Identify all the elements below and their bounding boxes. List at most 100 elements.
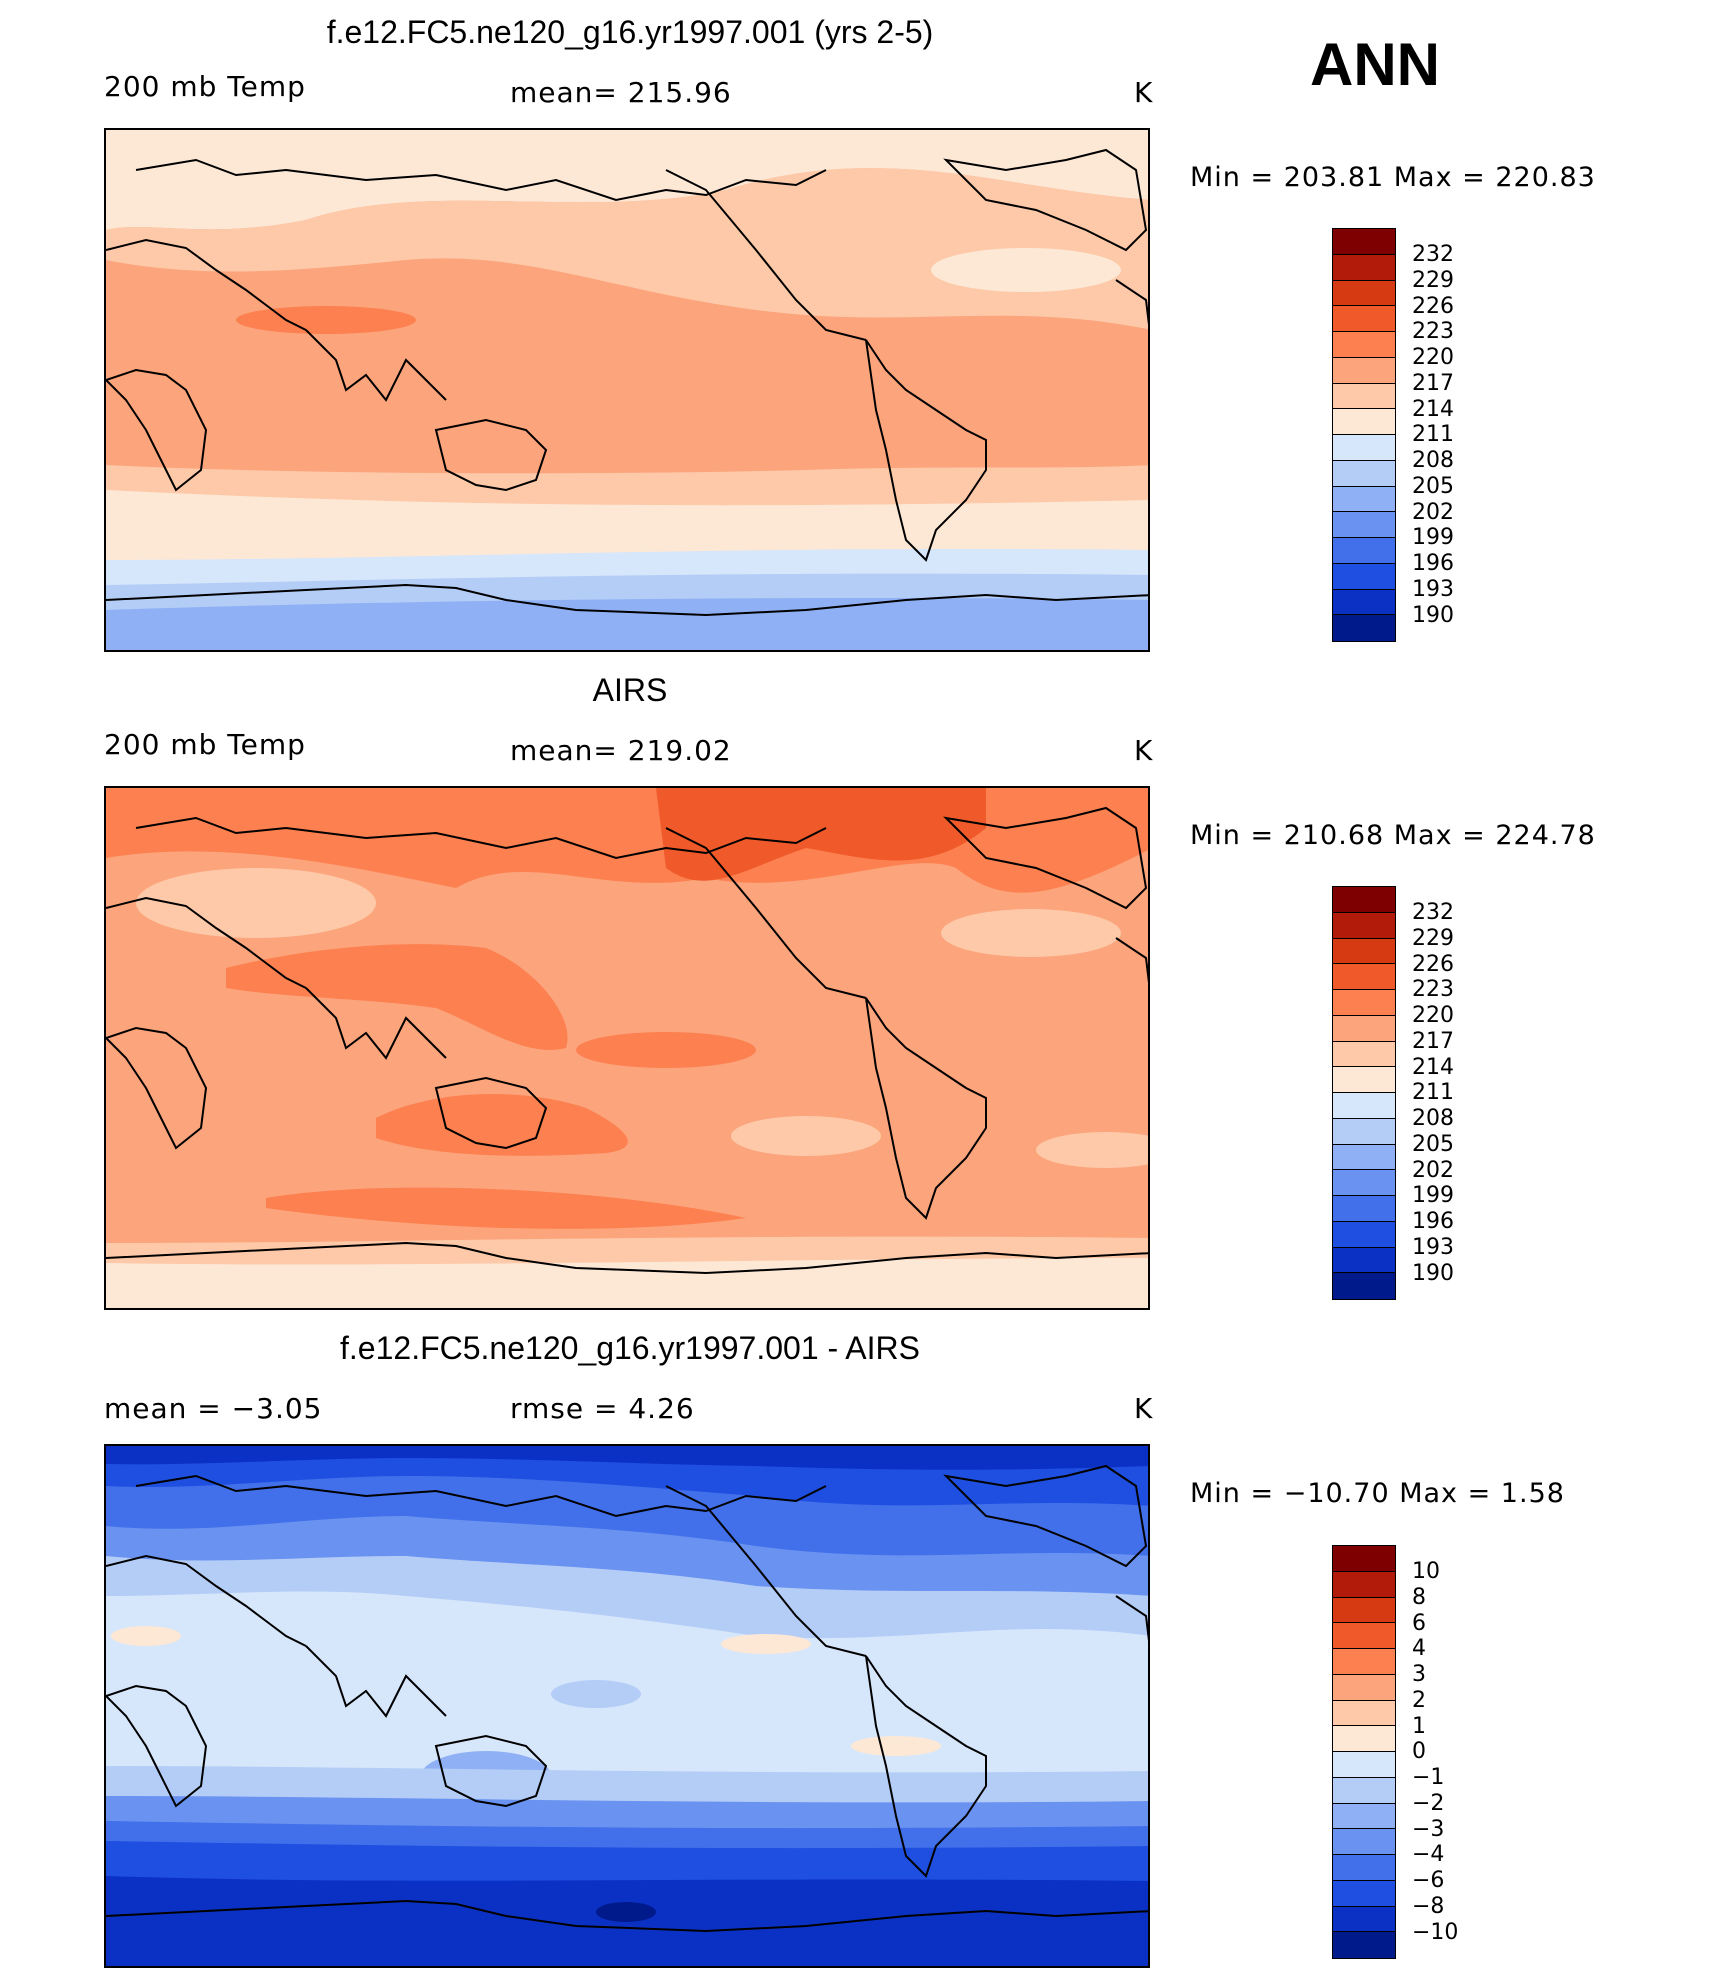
p3-tick-label: −10 xyxy=(1412,1919,1459,1945)
p3-swatch xyxy=(1333,1546,1395,1572)
p2-swatch xyxy=(1333,1170,1395,1196)
p3-swatch xyxy=(1333,1571,1395,1598)
p1-swatch xyxy=(1333,409,1395,435)
p3-swatch xyxy=(1333,1803,1395,1830)
p1-north-band xyxy=(106,130,1148,230)
p1-midn-band xyxy=(106,168,1148,330)
p3-tick-label: 0 xyxy=(1412,1739,1426,1765)
p3-tick-label: −4 xyxy=(1412,1842,1445,1868)
panel2-map xyxy=(104,786,1150,1310)
p1-sub-s-band xyxy=(106,490,1148,560)
p2-swatch xyxy=(1333,938,1395,965)
panel1-colorbar-labels: 232 229 226 223 220 217 214 211 208 205 … xyxy=(1412,242,1454,628)
p1-tick-label: 202 xyxy=(1412,499,1454,525)
p1-swatch xyxy=(1333,512,1395,538)
p1-swatch xyxy=(1333,306,1395,332)
p3-swatch xyxy=(1333,1623,1395,1649)
p1-swatch xyxy=(1333,615,1395,641)
panel2-colorbar-labels: 232 229 226 223 220 217 214 211 208 205 … xyxy=(1412,900,1454,1286)
p1-swatch xyxy=(1333,563,1395,590)
p3-tick-label: −2 xyxy=(1412,1790,1445,1816)
p1-swatch xyxy=(1333,538,1395,564)
panel1-variable-label: 200 mb Temp xyxy=(104,70,306,103)
p2-tick-label: 229 xyxy=(1412,925,1454,951)
p3-cool-1 xyxy=(551,1680,641,1708)
p3-tick-label: 3 xyxy=(1412,1662,1426,1687)
p2-tick-label: 217 xyxy=(1412,1028,1454,1054)
p2-swatch xyxy=(1333,1093,1395,1119)
p1-tick-label: 214 xyxy=(1412,396,1454,422)
p2-swatch xyxy=(1333,887,1395,913)
p2-na-cool xyxy=(941,909,1121,957)
p3-tick-label: −8 xyxy=(1412,1893,1445,1919)
p3-tick-label: −1 xyxy=(1412,1765,1445,1790)
p3-warm-1 xyxy=(721,1634,811,1654)
p2-coastlines xyxy=(106,806,1148,1275)
p2-swatch xyxy=(1333,1196,1395,1222)
p1-tick-label: 220 xyxy=(1412,345,1454,370)
panel2-contour-field xyxy=(106,788,1148,1308)
p1-swatch xyxy=(1333,383,1395,410)
p3-tick-label: 1 xyxy=(1412,1713,1426,1739)
p3-swatch xyxy=(1333,1752,1395,1778)
p1-tick-label: 208 xyxy=(1412,448,1454,473)
panel3-map xyxy=(104,1444,1150,1968)
p2-swatch xyxy=(1333,1041,1395,1068)
p1-tibet-warm xyxy=(236,306,416,334)
p2-satl-cool xyxy=(1036,1132,1148,1168)
p1-tick-label: 223 xyxy=(1412,319,1454,345)
p1-tick-label: 232 xyxy=(1412,242,1454,267)
p2-tick-label: 214 xyxy=(1412,1054,1454,1080)
p1-coastlines xyxy=(106,148,1148,617)
p3-swatch xyxy=(1333,1597,1395,1624)
panel3-units: K xyxy=(1134,1392,1154,1425)
panel3-rmse: rmse = 4.26 xyxy=(510,1392,695,1425)
p2-swatch xyxy=(1333,1247,1395,1274)
p1-tick-label: 199 xyxy=(1412,525,1454,551)
panel1-colorbar xyxy=(1332,228,1396,642)
p3-n5-band xyxy=(106,1446,1148,1470)
p1-swatch xyxy=(1333,280,1395,307)
p3-min-spot xyxy=(596,1902,656,1922)
p2-swatch xyxy=(1333,1221,1395,1248)
p3-tick-label: −6 xyxy=(1412,1868,1445,1893)
p2-swatch xyxy=(1333,1118,1395,1145)
p2-tick-label: 223 xyxy=(1412,977,1454,1003)
panel2-units: K xyxy=(1134,734,1154,767)
p1-tick-label: 190 xyxy=(1412,602,1454,628)
p3-swatch xyxy=(1333,1880,1395,1907)
p3-tick-label: 4 xyxy=(1412,1636,1426,1662)
p2-tick-label: 208 xyxy=(1412,1106,1454,1131)
p2-swatch xyxy=(1333,1015,1395,1042)
p1-swatch xyxy=(1333,486,1395,513)
p2-aus-warm xyxy=(376,1094,628,1156)
p2-tick-label: 232 xyxy=(1412,900,1454,925)
p1-tick-label: 205 xyxy=(1412,473,1454,499)
p3-tick-label: 10 xyxy=(1412,1559,1440,1584)
p3-swatch xyxy=(1333,1700,1395,1727)
p2-tick-label: 211 xyxy=(1412,1080,1454,1106)
p2-so-warm xyxy=(266,1187,746,1229)
panel2-variable-label: 200 mb Temp xyxy=(104,728,306,761)
p1-tick-label: 193 xyxy=(1412,576,1454,602)
p1-swatch xyxy=(1333,229,1395,255)
p3-warm-2 xyxy=(851,1736,941,1756)
p1-tick-label: 226 xyxy=(1412,293,1454,319)
p3-swatch xyxy=(1333,1649,1395,1675)
panel3-colorbar xyxy=(1332,1545,1396,1959)
p2-sepac-cool xyxy=(731,1116,881,1156)
p2-swatch xyxy=(1333,1144,1395,1171)
p3-coastlines xyxy=(106,1464,1148,1933)
p3-tick-label: 6 xyxy=(1412,1610,1426,1636)
panel3-colorbar-labels: 10 8 6 4 3 2 1 0 −1 −2 −3 −4 −6 −8 −10 xyxy=(1412,1559,1458,1945)
p1-swatch xyxy=(1333,332,1395,358)
panel1-title: f.e12.FC5.ne120_g16.yr1997.001 (yrs 2-5) xyxy=(326,14,934,50)
p2-tick-label: 205 xyxy=(1412,1131,1454,1157)
p1-swatch xyxy=(1333,435,1395,461)
panel3-contour-field xyxy=(106,1446,1148,1966)
p2-arctic-hot xyxy=(656,788,986,881)
p1-swatch xyxy=(1333,589,1395,616)
p2-tick-label: 226 xyxy=(1412,951,1454,977)
panel2-colorbar xyxy=(1332,886,1396,1300)
panel3-mean: mean = −3.05 xyxy=(104,1392,323,1425)
